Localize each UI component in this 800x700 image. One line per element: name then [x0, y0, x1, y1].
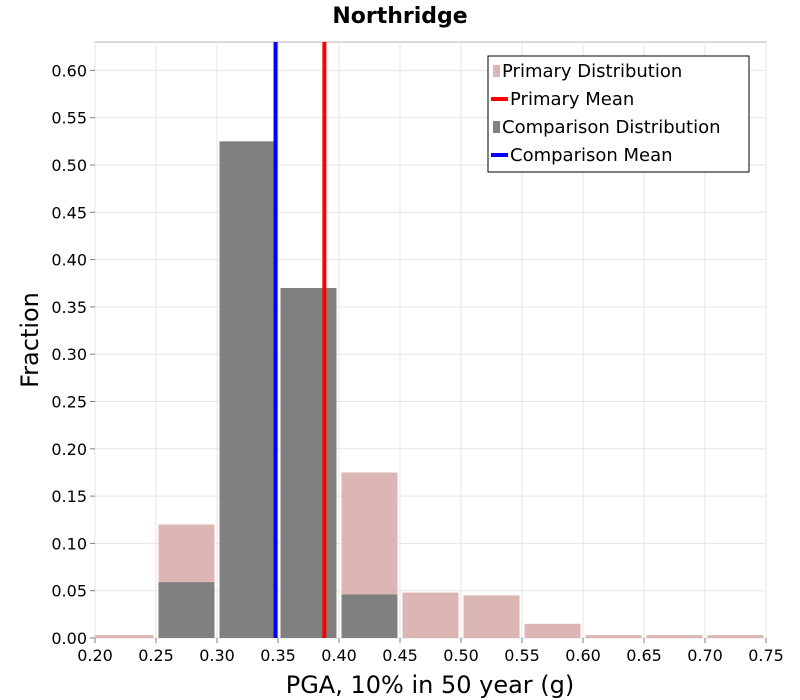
mean-lines — [273, 42, 327, 638]
x-tick-label: 0.60 — [565, 646, 601, 665]
x-tick-label: 0.70 — [687, 646, 723, 665]
x-tick-label: 0.20 — [77, 646, 113, 665]
y-axis-label: Fraction — [16, 292, 44, 388]
primary-distribution-legend-swatch — [493, 65, 500, 77]
x-axis-label: PGA, 10% in 50 year (g) — [286, 671, 575, 699]
y-tick-label: 0.25 — [51, 392, 87, 411]
y-tick-label: 0.60 — [51, 61, 87, 80]
y-tick-label: 0.15 — [51, 487, 87, 506]
y-tick-label: 0.00 — [51, 629, 87, 648]
primary-distribution-bar — [524, 623, 581, 638]
y-axis-ticks: 0.00 0.05 0.10 0.15 0.20 0.25 0.30 0.35 0.40 0.45… — [51, 61, 95, 648]
primary-distribution-bar — [646, 635, 703, 638]
x-tick-label: 0.65 — [626, 646, 662, 665]
chart-title: Northridge — [332, 4, 467, 29]
primary-distribution-legend-label: Primary Distribution — [502, 61, 682, 82]
y-tick-label: 0.40 — [51, 251, 87, 270]
y-tick-label: 0.45 — [51, 203, 87, 222]
legend-box — [487, 55, 750, 173]
comparison-distribution-bar — [341, 594, 398, 638]
x-tick-label: 0.55 — [504, 646, 540, 665]
comparison-mean-legend-label: Comparison Mean — [510, 145, 673, 166]
y-tick-label: 0.30 — [51, 345, 87, 364]
primary-distribution-bar — [707, 635, 764, 638]
x-axis-ticks: 0.20 0.25 0.30 0.35 0.40 0.45 0.50 0.55 0.60 0.65… — [77, 638, 784, 665]
x-tick-label: 0.50 — [443, 646, 479, 665]
y-tick-label: 0.55 — [51, 109, 87, 128]
comparison-distribution-legend-label: Comparison Distribution — [502, 117, 721, 138]
y-tick-label: 0.20 — [51, 440, 87, 459]
x-tick-label: 0.40 — [321, 646, 357, 665]
x-tick-label: 0.25 — [138, 646, 174, 665]
primary-mean-legend-label: Primary Mean — [510, 89, 634, 110]
x-tick-label: 0.75 — [748, 646, 784, 665]
primary-distribution-bar — [402, 592, 459, 638]
primary-distribution-bar — [463, 595, 520, 638]
x-tick-label: 0.30 — [199, 646, 235, 665]
y-tick-label: 0.35 — [51, 298, 87, 317]
comparison-distribution-bar — [158, 582, 215, 638]
primary-distribution-bar — [585, 635, 642, 638]
y-tick-label: 0.10 — [51, 534, 87, 553]
comparison-distribution-bar — [219, 141, 276, 639]
legend: Primary Distribution Primary Mean Comparis… — [487, 55, 750, 173]
comparison-distribution-bars — [158, 141, 398, 639]
comparison-distribution-bar — [280, 287, 337, 638]
primary-distribution-bar — [95, 635, 154, 638]
y-tick-label: 0.50 — [51, 156, 87, 175]
y-tick-label: 0.05 — [51, 582, 87, 601]
x-tick-label: 0.35 — [260, 646, 296, 665]
x-tick-label: 0.45 — [382, 646, 418, 665]
comparison-distribution-legend-swatch — [493, 121, 500, 133]
